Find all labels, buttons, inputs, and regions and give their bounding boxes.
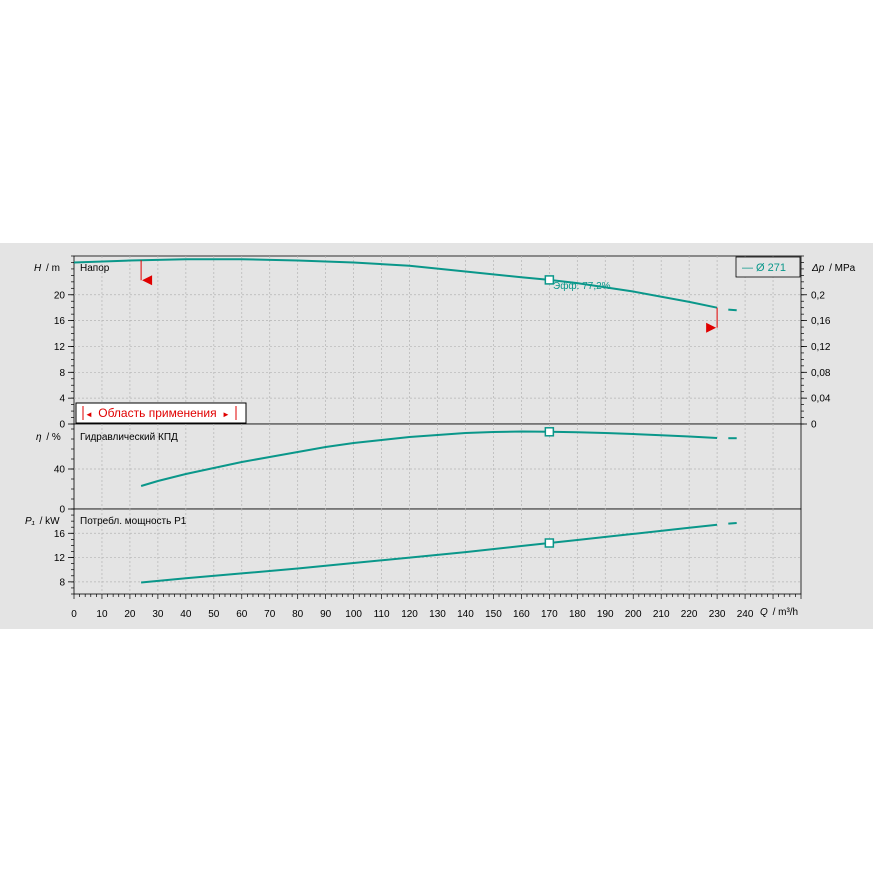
head-ylabel-unit: / m [46, 263, 60, 274]
range-max-marker-arrow [706, 322, 717, 333]
head-panel-title: Напор [80, 263, 110, 274]
head-ylabel-symbol: H [34, 263, 42, 274]
power-ylabel: P₁ / kW [25, 516, 60, 527]
head-curve [73, 258, 718, 309]
application-range-arrow-right: ► [222, 410, 230, 419]
head-curve-extension [728, 308, 737, 312]
x-tick-label: 100 [345, 609, 362, 620]
pressure-tick-label: 0,08 [811, 368, 831, 379]
x-tick-label: 190 [597, 609, 614, 620]
x-tick-label: 30 [152, 609, 164, 620]
efficiency-operating-point [544, 427, 555, 437]
head-ylabel: H / m [34, 263, 60, 274]
x-tick-label: 60 [236, 609, 248, 620]
x-tick-label: 40 [180, 609, 192, 620]
x-tick-label: 240 [737, 609, 754, 620]
x-tick-label: 120 [401, 609, 418, 620]
power-ylabel-symbol: P₁ [25, 516, 35, 527]
x-tick-label: 220 [681, 609, 698, 620]
efficiency-curve [140, 430, 718, 487]
x-tick-label: 230 [709, 609, 726, 620]
pressure-ylabel-unit: / MPa [829, 263, 856, 274]
power-panel-title: Потребл. мощность P1 [80, 515, 187, 527]
power-y-tick-label: 8 [59, 577, 65, 588]
application-range-label: ◄ Область применения ► [85, 406, 230, 420]
efficiency-annotation: Эфф. 77,2% [553, 280, 611, 292]
x-tick-label: 210 [653, 609, 670, 620]
power-operating-point [544, 538, 555, 548]
head-y-tick-label: 20 [54, 290, 66, 301]
x-tick-label: 20 [124, 609, 136, 620]
application-range-text: Область применения [98, 406, 216, 420]
power-curve-extension [728, 522, 737, 525]
pressure-tick-label: 0,2 [811, 290, 825, 301]
x-tick-label: 80 [292, 609, 304, 620]
pressure-tick-label: 0,12 [811, 342, 831, 353]
x-tick-labels: 0 10 20 30 40 50 60 70 80 90 100 110 120 130 140 150 160… [54, 290, 831, 620]
head-y-tick-label: 16 [54, 316, 66, 327]
efficiency-ylabel: η / % [36, 432, 61, 443]
range-min-marker-arrow [142, 275, 153, 286]
x-axis-label: Q / m³/h [760, 607, 798, 618]
head-y-tick-label: 12 [54, 342, 66, 353]
efficiency-y-tick-label: 40 [54, 465, 66, 476]
head-y-tick-label: 8 [59, 368, 65, 379]
x-tick-label: 200 [625, 609, 642, 620]
x-tick-label: 10 [96, 609, 108, 620]
grid-lines [74, 256, 801, 594]
x-tick-label: 110 [374, 609, 390, 620]
curves [73, 258, 737, 584]
application-range-arrow-left: ◄ [85, 410, 93, 419]
head-y-tick-label: 4 [59, 394, 65, 405]
x-tick-label: 150 [485, 609, 502, 620]
pressure-tick-label: 0,16 [811, 316, 831, 327]
axis-ticks [68, 255, 807, 599]
x-axis-symbol: Q [760, 607, 768, 618]
head-operating-point [544, 275, 555, 285]
x-axis-unit: / m³/h [773, 607, 799, 618]
x-tick-label: 50 [208, 609, 220, 620]
x-tick-label: 0 [71, 609, 77, 620]
x-tick-label: 160 [513, 609, 530, 620]
pressure-ylabel-symbol: Δp [811, 263, 825, 274]
pressure-tick-label: 0,04 [811, 394, 831, 405]
x-tick-label: 130 [429, 609, 446, 620]
efficiency-ylabel-unit: / % [46, 432, 61, 443]
power-curve [141, 523, 718, 584]
power-y-tick-label: 16 [54, 529, 66, 540]
efficiency-panel-title: Гидравлический КПД [80, 432, 178, 443]
x-tick-label: 140 [457, 609, 474, 620]
pressure-ylabel: Δp / MPa [811, 263, 856, 274]
efficiency-ylabel-symbol: η [36, 432, 42, 443]
pressure-tick-label: 0 [811, 420, 817, 431]
x-tick-label: 180 [569, 609, 586, 620]
x-tick-label: 170 [541, 609, 558, 620]
efficiency-y-tick-label: 0 [59, 505, 65, 516]
application-range-box [75, 402, 247, 424]
power-ylabel-unit: / kW [40, 516, 61, 527]
power-y-tick-label: 12 [54, 553, 66, 564]
power-panel [73, 508, 802, 595]
head-y-tick-label: 0 [59, 420, 65, 431]
legend-entry: — Ø 271 [742, 262, 786, 274]
x-tick-label: 70 [264, 609, 276, 620]
legend-box [735, 256, 801, 278]
x-tick-label: 90 [320, 609, 332, 620]
